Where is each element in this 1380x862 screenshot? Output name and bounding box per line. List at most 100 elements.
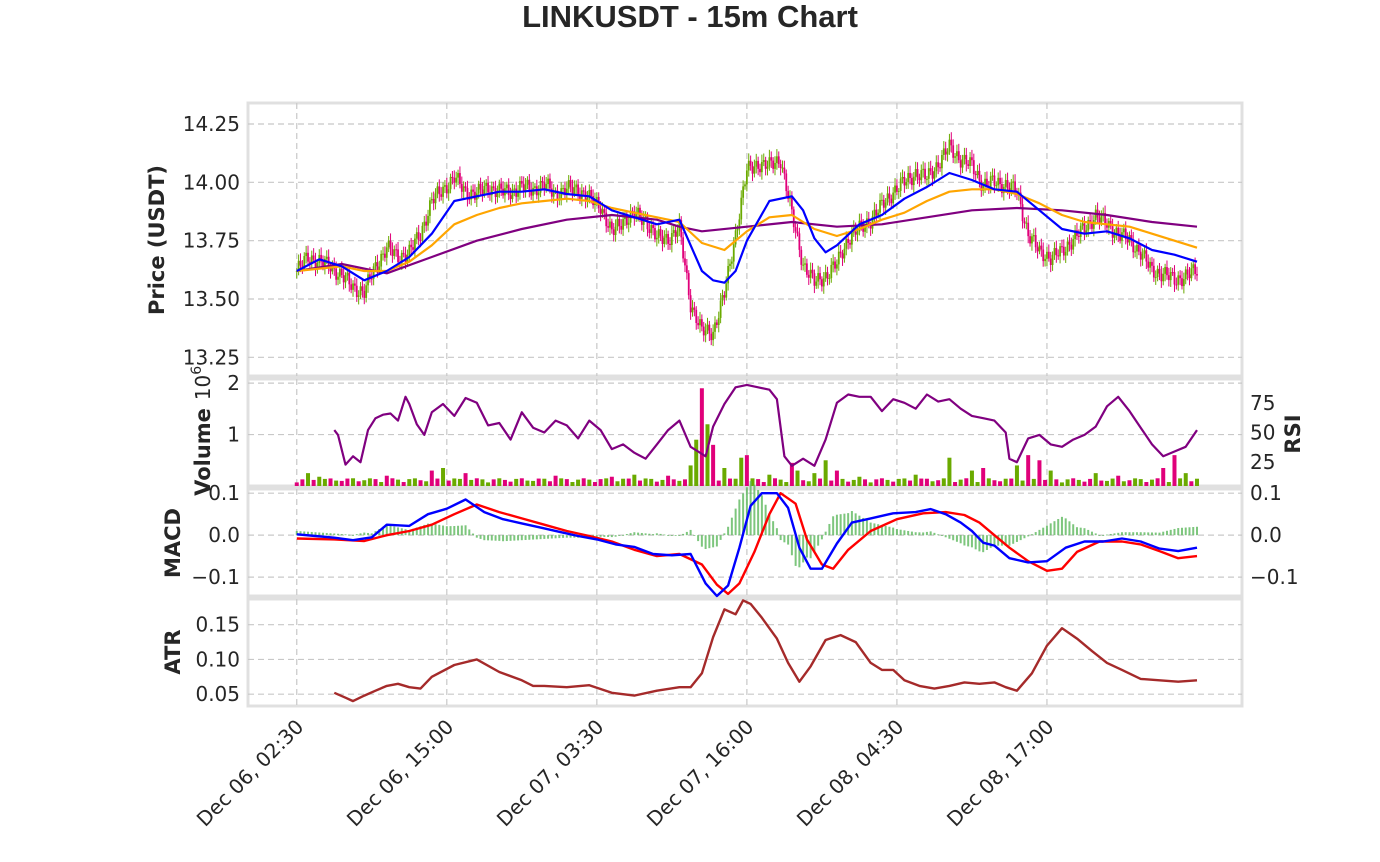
candle-body — [537, 192, 540, 196]
candle-body — [372, 266, 375, 279]
macd-histogram-bar — [959, 535, 962, 544]
candle-body — [869, 224, 872, 229]
macd-histogram-bar — [1090, 531, 1093, 536]
macd-histogram-bar — [1128, 532, 1131, 536]
candle-body — [496, 192, 499, 198]
macd-histogram-bar — [607, 535, 610, 537]
macd-histogram-bar — [723, 533, 726, 536]
price-panel — [246, 101, 1244, 378]
macd-histogram-bar — [1102, 535, 1105, 536]
candle-body — [691, 307, 694, 313]
candle-body — [715, 322, 718, 325]
candle-body — [352, 283, 354, 290]
macd-histogram-bar — [614, 535, 617, 537]
volume-bar — [1093, 473, 1098, 486]
volume-bar — [604, 478, 609, 486]
candle-body — [674, 230, 677, 237]
volume-bar — [311, 479, 316, 486]
candle-body — [789, 197, 791, 199]
candle-body — [689, 295, 692, 313]
candle-body — [749, 160, 752, 166]
macd-histogram-bar — [1004, 535, 1007, 546]
candle-body — [445, 185, 448, 194]
candle-body — [961, 159, 964, 168]
volume-bar — [351, 478, 356, 486]
candle-body — [1192, 264, 1195, 269]
candle-body — [781, 167, 784, 169]
macd-histogram-bar — [798, 535, 801, 568]
macd-histogram-bar — [385, 524, 388, 536]
candle-body — [1177, 275, 1180, 285]
candle-body — [676, 231, 679, 237]
volume-bar — [789, 462, 794, 486]
volume-bar — [953, 482, 958, 486]
candle-body — [575, 184, 578, 188]
volume-bar — [829, 480, 834, 486]
candle-body — [1068, 241, 1071, 245]
candle-body — [911, 178, 913, 186]
candle-body — [610, 221, 613, 230]
candle-body — [1087, 220, 1090, 231]
macd-histogram-bar — [659, 533, 662, 536]
candle-body — [903, 176, 906, 186]
volume-bar — [412, 478, 417, 486]
volume-bar — [767, 474, 772, 486]
candle-body — [725, 283, 728, 298]
candle-body — [530, 189, 533, 196]
candle-body — [1083, 223, 1086, 233]
candle-body — [897, 190, 900, 192]
candle-body — [459, 173, 461, 184]
candle-body — [534, 186, 536, 188]
candle-body — [927, 168, 930, 179]
candle-body — [517, 192, 519, 197]
candle-body — [410, 244, 413, 248]
candle-body — [637, 207, 639, 215]
candle-body — [408, 244, 411, 256]
volume-bar — [1037, 460, 1042, 486]
candle-body — [959, 160, 962, 168]
volume-bar — [592, 482, 597, 486]
candle-body — [828, 278, 831, 280]
macd-histogram-bar — [1188, 527, 1191, 536]
candle-body — [421, 225, 424, 240]
macd-histogram-bar — [460, 525, 463, 536]
candle-body — [440, 194, 443, 197]
macd-histogram-bar — [427, 523, 430, 536]
candle-body — [609, 221, 611, 228]
candle-body — [1064, 251, 1067, 256]
macd-panel — [246, 487, 1244, 598]
candle-body — [1051, 254, 1054, 266]
candle-body — [588, 190, 591, 199]
volume-bar — [1138, 479, 1143, 486]
candle-body — [627, 222, 630, 225]
candle-body — [1053, 248, 1056, 255]
macd-histogram-bar — [1019, 535, 1022, 541]
volume-bar — [373, 479, 378, 486]
candle-body — [1171, 272, 1174, 274]
macd-histogram-bar — [498, 535, 501, 541]
macd-histogram-bar — [854, 513, 857, 536]
macd-histogram-bar — [708, 535, 711, 549]
macd-histogram-bar — [768, 514, 771, 536]
candle-body — [564, 188, 566, 196]
candle-body — [974, 174, 977, 176]
candle-body — [963, 154, 966, 160]
volume-bar — [418, 480, 423, 486]
macd-histogram-bar — [1120, 532, 1123, 536]
candle-body — [393, 249, 396, 256]
volume-bar — [345, 478, 350, 486]
candle-body — [835, 264, 838, 269]
macd-histogram-bar — [880, 525, 883, 536]
candle-body — [451, 176, 454, 178]
volume-bar — [424, 481, 429, 486]
candle-body — [295, 271, 298, 272]
macd-histogram-bar — [884, 525, 887, 536]
candle-body — [1117, 227, 1120, 235]
volume-bar — [564, 479, 569, 486]
macd-histogram-bar — [899, 529, 902, 536]
macd-histogram-bar — [344, 534, 347, 536]
macd-tick-label: 0.1 — [208, 481, 240, 505]
candle-body — [824, 272, 827, 279]
volume-bar — [1059, 482, 1064, 486]
